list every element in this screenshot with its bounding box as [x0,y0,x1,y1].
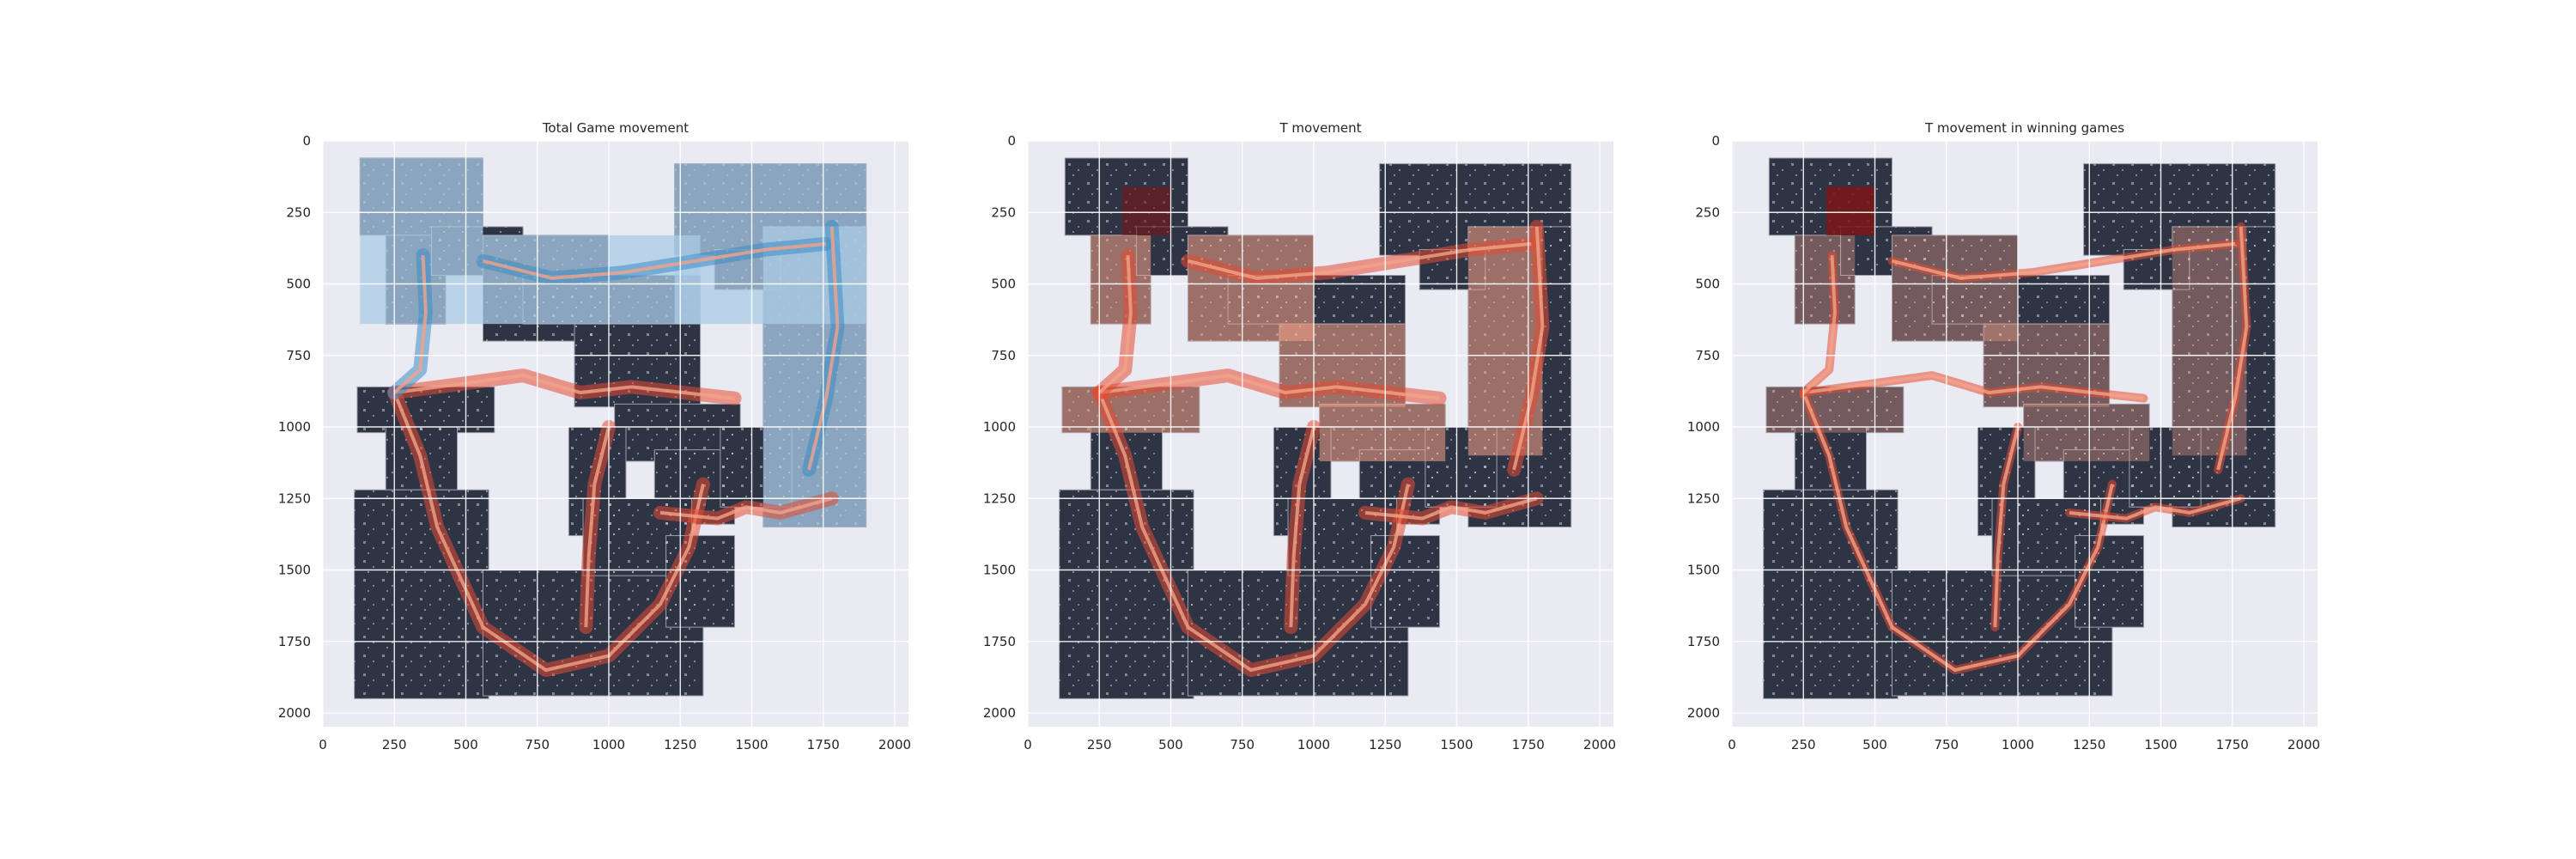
y-tick-label: 250 [286,204,311,220]
movement-path-core [1993,426,2020,628]
y-tick-label: 1750 [278,634,311,649]
subplot-title: T movement in winning games [1924,120,2124,136]
hotspot [1826,186,1875,235]
subplot-title: Total Game movement [542,120,689,136]
y-tick-label: 500 [991,277,1016,292]
x-tick-label: 500 [1158,737,1183,752]
x-tick-label: 1250 [2073,737,2105,752]
y-tick-label: 1500 [278,563,311,578]
movement-path-core [1289,426,1315,628]
y-tick-label: 1000 [983,419,1016,435]
x-tick-label: 0 [1728,737,1736,752]
x-tick-label: 1750 [807,737,840,752]
x-tick-label: 2000 [2287,737,2320,752]
subplot-2: 0 250 500 750 1000 1250 1500 1750 2000 0 250 500 750… [983,120,1616,752]
x-tick-label: 1000 [2002,737,2034,752]
y-tick-label: 1750 [983,634,1016,649]
movement-path-core [1098,374,1440,400]
heat-region [1188,235,1315,342]
map-texture [2075,535,2144,628]
x-tick-label: 750 [1934,737,1959,752]
x-tick-label: 500 [453,737,478,752]
x-tick-label: 1250 [664,737,696,752]
movement-heat [1765,186,2251,675]
y-tick-label: 1250 [983,490,1016,506]
subplot-title: T movement [1279,120,1361,136]
movement-path-core [2216,226,2249,471]
y-tick-label: 1250 [1687,490,1720,506]
movement-path-core [1364,497,1538,521]
x-tick-label: 1000 [592,737,625,752]
y-tick-label: 750 [991,348,1016,363]
movement-path-core [1187,241,1532,280]
y-tick-label: 1000 [1687,419,1720,435]
movement-path-core [482,241,827,280]
x-tick-label: 750 [525,737,550,752]
y-tick-label: 0 [1007,133,1016,149]
movement-path-core [1891,241,2236,280]
movement-path-core [807,226,840,471]
heat-region [2172,226,2247,456]
y-tick-label: 1000 [278,419,311,435]
movement-path-core [1801,392,2114,673]
y-tick-label: 1250 [278,490,311,506]
x-tick-label: 1500 [1440,737,1473,752]
y-tick-label: 750 [1695,348,1720,363]
subplot-1: 0 250 500 750 1000 1250 1500 1750 2000 0 250 500 750… [278,120,911,752]
grid [1731,140,2318,727]
x-tick-label: 750 [1230,737,1255,752]
hotspot [1121,186,1171,235]
y-tick-label: 0 [302,133,311,149]
movement-path-core [393,374,735,400]
movement-heat [360,157,866,678]
x-tick-label: 0 [1024,737,1032,752]
grid [1027,140,1613,727]
heat-region [1091,235,1151,325]
x-tick-label: 1500 [2144,737,2177,752]
heat-region [2023,404,2150,461]
heat-region [1795,235,1856,325]
map-texture [2129,427,2202,508]
y-tick-label: 1500 [1687,563,1720,578]
heat-region [762,226,866,527]
movement-path-core [2069,497,2242,521]
x-tick-label: 250 [1791,737,1816,752]
y-tick-label: 500 [1695,277,1720,292]
movement-heat [1061,186,1550,678]
movement-path-core [1097,392,1410,673]
movement-path-core [584,426,611,628]
y-tick-label: 2000 [1687,705,1720,721]
movement-path-core [1802,374,2144,400]
y-tick-label: 250 [991,204,1016,220]
x-tick-label: 1000 [1297,737,1330,752]
y-tick-label: 0 [1711,133,1720,149]
x-tick-label: 1750 [1512,737,1545,752]
x-tick-label: 500 [1862,737,1887,752]
y-tick-label: 1500 [983,563,1016,578]
x-tick-label: 250 [1087,737,1112,752]
x-tick-label: 1500 [735,737,768,752]
movement-path-core [392,392,705,673]
heat-region [1765,387,1904,433]
y-tick-label: 500 [286,277,311,292]
x-tick-label: 2000 [878,737,911,752]
heat-region [1319,404,1446,461]
x-tick-label: 1750 [2216,737,2249,752]
subplot-3: 0 250 500 750 1000 1250 1500 1750 2000 0 250 500 750… [1687,120,2320,752]
y-tick-label: 750 [286,348,311,363]
movement-path-core [1512,226,1545,471]
y-tick-label: 1750 [1687,634,1720,649]
y-tick-label: 2000 [983,705,1016,721]
y-tick-label: 2000 [278,705,311,721]
y-tick-label: 250 [1695,204,1720,220]
x-tick-label: 250 [382,737,407,752]
heat-region [1892,235,2019,342]
x-tick-label: 1250 [1369,737,1401,752]
movement-path-core [659,497,833,521]
x-tick-label: 2000 [1583,737,1616,752]
grid [322,140,908,727]
x-tick-label: 0 [319,737,327,752]
map-texture [1765,387,1904,433]
